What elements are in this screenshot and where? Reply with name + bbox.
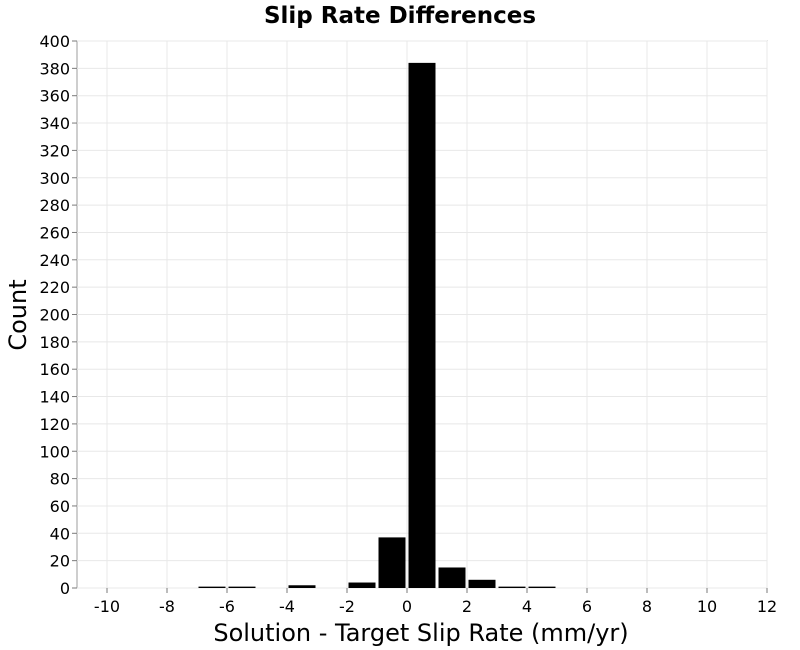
histogram-bar <box>378 537 406 588</box>
histogram-bar <box>198 586 226 588</box>
y-axis: 0 20 40 60 80 100 120 140 160 180 200 220 240 260 280 3… <box>39 32 77 598</box>
x-tick-label: 8 <box>642 597 652 616</box>
y-tick-label: 320 <box>39 141 70 160</box>
x-tick-label: 6 <box>582 597 592 616</box>
y-tick-label: 280 <box>39 196 70 215</box>
histogram-bar <box>498 586 526 588</box>
y-tick-label: 380 <box>39 59 70 78</box>
x-tick-label: -4 <box>279 597 295 616</box>
y-tick-label: 400 <box>39 32 70 51</box>
x-axis: -10 -8 -6 -4 -2 0 2 4 6 8 10 12 <box>94 588 777 616</box>
y-tick-label: 60 <box>50 497 70 516</box>
histogram-bar <box>288 585 316 588</box>
histogram-bar <box>228 586 256 588</box>
y-tick-label: 200 <box>39 306 70 325</box>
y-tick-label: 180 <box>39 333 70 352</box>
x-tick-label: 12 <box>757 597 777 616</box>
histogram-bar <box>408 62 436 588</box>
x-tick-label: -6 <box>219 597 235 616</box>
chart-title: Slip Rate Differences <box>264 3 536 29</box>
y-tick-label: 120 <box>39 415 70 434</box>
bars-group <box>198 62 556 588</box>
x-tick-label: 10 <box>697 597 717 616</box>
y-tick-label: 80 <box>50 470 70 489</box>
y-axis-title: Count <box>4 279 32 350</box>
x-tick-label: -2 <box>339 597 355 616</box>
x-tick-label: 4 <box>522 597 532 616</box>
y-tick-label: 140 <box>39 388 70 407</box>
histogram-bar <box>438 567 466 588</box>
y-tick-label: 220 <box>39 278 70 297</box>
x-tick-label: -10 <box>94 597 120 616</box>
y-tick-label: 160 <box>39 360 70 379</box>
y-tick-label: 260 <box>39 223 70 242</box>
x-tick-label: -8 <box>159 597 175 616</box>
histogram-bar <box>348 582 376 588</box>
histogram-bar <box>468 579 496 588</box>
histogram-bar <box>528 586 556 588</box>
y-tick-label: 100 <box>39 442 70 461</box>
y-tick-label: 20 <box>50 552 70 571</box>
y-tick-label: 340 <box>39 114 70 133</box>
y-tick-label: 360 <box>39 87 70 106</box>
y-tick-label: 240 <box>39 251 70 270</box>
y-tick-label: 40 <box>50 524 70 543</box>
y-tick-label: 0 <box>60 579 70 598</box>
x-axis-title: Solution - Target Slip Rate (mm/yr) <box>213 619 628 647</box>
y-tick-label: 300 <box>39 169 70 188</box>
x-tick-label: 0 <box>402 597 412 616</box>
x-tick-label: 2 <box>462 597 472 616</box>
